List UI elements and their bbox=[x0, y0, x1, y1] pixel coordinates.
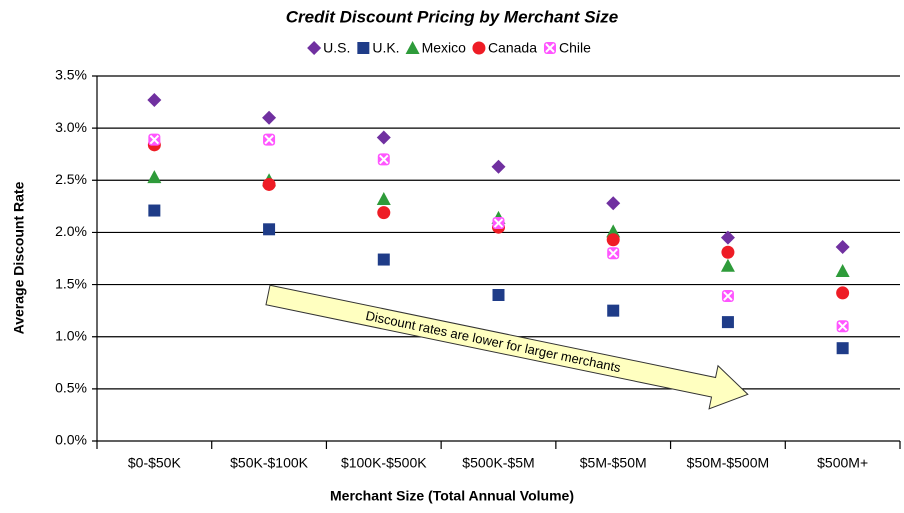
marker-cross bbox=[264, 134, 274, 145]
x-tick-label: $100K-$500K bbox=[341, 455, 427, 471]
y-axis-title: Average Discount Rate bbox=[11, 181, 27, 334]
data-point bbox=[835, 240, 850, 255]
y-tick-label: 0.0% bbox=[55, 432, 87, 448]
data-point bbox=[147, 92, 162, 107]
data-point bbox=[492, 289, 505, 301]
legend-marker bbox=[357, 42, 370, 54]
data-point bbox=[491, 159, 506, 174]
legend-label: U.K. bbox=[372, 40, 399, 56]
y-tick-label: 1.5% bbox=[55, 275, 87, 291]
x-tick-label: $50M-$500M bbox=[687, 455, 770, 471]
x-tick-label: $5M-$50M bbox=[580, 455, 647, 471]
x-tick-label: $500K-$5M bbox=[462, 455, 534, 471]
data-point bbox=[835, 264, 850, 278]
marker-cross bbox=[723, 291, 733, 301]
data-point bbox=[376, 130, 391, 145]
data-point bbox=[607, 304, 620, 317]
data-point bbox=[376, 192, 391, 206]
marker-cross bbox=[608, 248, 618, 258]
data-point bbox=[377, 153, 390, 166]
marker-cross bbox=[545, 43, 555, 53]
annotation-arrow: Discount rates are lower for larger merc… bbox=[265, 284, 749, 410]
marker-cross bbox=[837, 321, 848, 331]
data-point bbox=[836, 342, 849, 355]
data-point bbox=[262, 177, 276, 191]
data-point bbox=[721, 290, 734, 303]
data-point bbox=[148, 204, 161, 217]
data-point bbox=[148, 133, 161, 146]
marker-cross bbox=[379, 154, 389, 165]
data-point bbox=[263, 223, 276, 236]
x-tick-label: $0-$50K bbox=[128, 455, 182, 471]
legend-marker bbox=[307, 41, 322, 55]
plot-area: 0.0% 0.5% 1.0% 1.5% 2.0% 2.5% 3.0% 3.5% $0-$50K $… bbox=[55, 67, 901, 471]
x-tick-label: $500M+ bbox=[817, 455, 868, 471]
x-tick-label: $50K-$100K bbox=[230, 455, 309, 471]
data-point bbox=[606, 224, 621, 238]
data-point bbox=[377, 206, 391, 220]
y-tick-label: 2.5% bbox=[55, 171, 87, 187]
chart-title: Credit Discount Pricing by Merchant Size bbox=[286, 7, 619, 26]
marker-cross bbox=[493, 218, 504, 228]
data-point bbox=[147, 170, 162, 184]
marker-cross bbox=[149, 134, 160, 145]
y-tick-label: 1.0% bbox=[55, 327, 87, 343]
legend-label: Chile bbox=[559, 40, 591, 56]
data-point bbox=[836, 286, 850, 300]
legend-marker bbox=[405, 41, 420, 54]
legend-marker bbox=[472, 41, 486, 55]
data-point bbox=[721, 316, 734, 329]
y-tick-label: 0.5% bbox=[55, 380, 87, 396]
legend: U.S. U.K. Mexico Canada Chile bbox=[307, 40, 591, 56]
legend-label: Mexico bbox=[422, 40, 467, 56]
data-point bbox=[606, 196, 621, 211]
data-point bbox=[263, 133, 276, 146]
data-point bbox=[606, 233, 620, 247]
data-point bbox=[721, 245, 735, 259]
legend-label: U.S. bbox=[323, 40, 350, 56]
data-point bbox=[607, 247, 620, 260]
data-point bbox=[720, 230, 735, 245]
legend-label: Canada bbox=[488, 40, 537, 56]
y-tick-label: 2.0% bbox=[55, 223, 87, 239]
y-tick-label: 3.5% bbox=[55, 67, 87, 83]
annotation-text: Discount rates are lower for larger merc… bbox=[364, 308, 622, 376]
data-point bbox=[492, 217, 505, 230]
x-axis-title: Merchant Size (Total Annual Volume) bbox=[330, 488, 574, 504]
legend-marker bbox=[543, 42, 556, 54]
data-point bbox=[720, 258, 735, 272]
data-point bbox=[836, 320, 849, 333]
arrow-shape bbox=[265, 284, 749, 410]
data-point bbox=[262, 110, 277, 125]
y-tick-label: 3.0% bbox=[55, 119, 87, 135]
data-point bbox=[377, 253, 390, 266]
